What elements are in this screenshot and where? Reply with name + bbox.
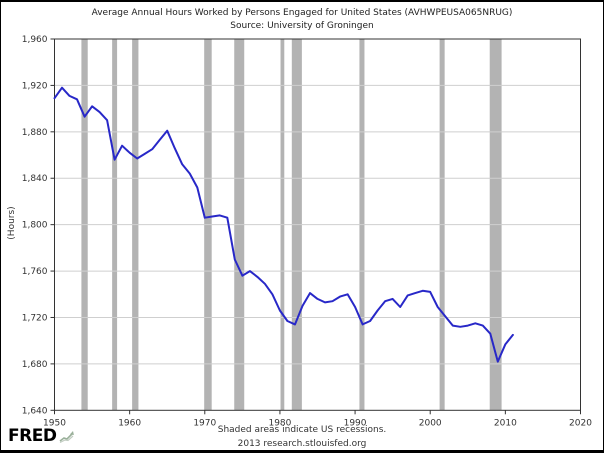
recession-band [234, 39, 245, 411]
y-tick-label: 1,680 [22, 360, 48, 370]
y-tick-label: 1,840 [22, 174, 48, 184]
recession-band [489, 39, 502, 411]
recession-band [280, 39, 285, 411]
recession-band [439, 39, 445, 411]
recession-band [359, 39, 365, 411]
chart-header: Average Annual Hours Worked by Persons E… [1, 7, 603, 33]
y-tick-label: 1,920 [22, 81, 48, 91]
y-tick-label: 1,800 [22, 221, 48, 231]
plot-frame [54, 38, 581, 411]
y-tick-label: 1,960 [22, 35, 48, 45]
y-axis-label: (Hours) [7, 206, 17, 240]
y-tick-label: 1,720 [22, 313, 48, 323]
fred-logo-text: FRED [8, 426, 57, 446]
recession-band [112, 39, 118, 411]
recession-band [204, 39, 212, 411]
data-line [53, 86, 514, 363]
recession-band [81, 39, 88, 411]
y-tick-label: 1,640 [22, 406, 48, 416]
recession-band [291, 39, 302, 411]
y-tick-label: 1,760 [22, 267, 48, 277]
chart-footer: Shaded areas indicate US recessions. 201… [1, 424, 603, 450]
recession-band [132, 39, 139, 411]
chart-title: Average Annual Hours Worked by Persons E… [91, 8, 513, 18]
line-chart-icon [59, 430, 75, 443]
chart-source: Source: University of Groningen [230, 21, 374, 32]
y-tick-label: 1,880 [22, 128, 48, 138]
fred-logo-link[interactable]: FRED [8, 426, 75, 446]
attribution-text: 2013 research.stlouisfed.org [237, 438, 367, 449]
recession-note: Shaded areas indicate US recessions. [217, 425, 387, 435]
